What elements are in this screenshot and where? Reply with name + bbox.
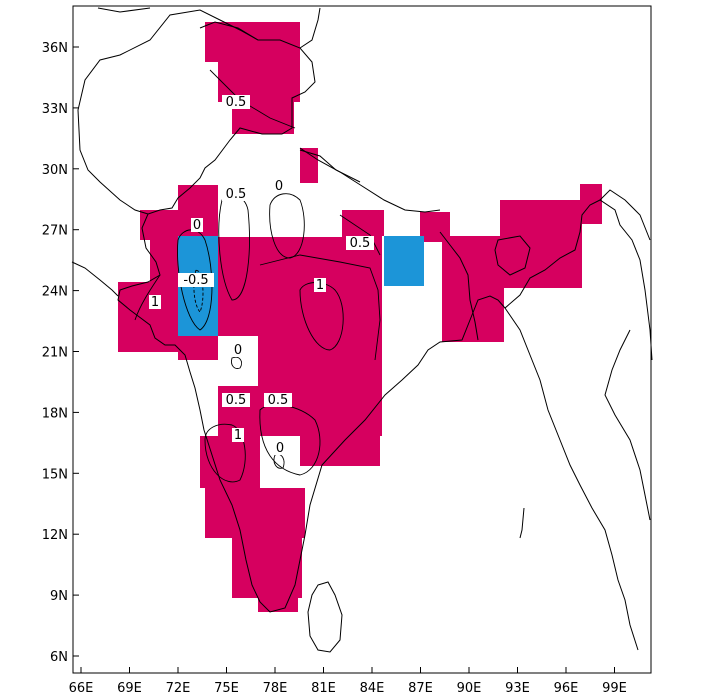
x-tick-label: 87E <box>408 681 433 696</box>
x-tick-label: 90E <box>457 681 482 696</box>
coastlines <box>71 7 653 653</box>
contour-label-background <box>222 187 250 201</box>
x-tick-label: 72E <box>166 681 191 696</box>
positive-cell <box>258 336 382 386</box>
contour-label: 1 <box>316 278 324 293</box>
contour-label-background <box>274 441 286 455</box>
positive-cell <box>200 436 260 488</box>
y-axis-ticks: 36N 33N 30N 27N 24N 21N 18N 15N 12N 9N 6N <box>42 41 79 665</box>
y-tick-label: 24N <box>42 285 68 300</box>
positive-cell <box>178 336 218 360</box>
contour-label-background <box>149 295 161 309</box>
positive-cell <box>260 236 342 286</box>
contour-label-background <box>232 343 244 357</box>
contour-label: 0.5 <box>226 187 247 202</box>
x-tick-label: 81E <box>311 681 336 696</box>
contour-label-background <box>232 428 244 442</box>
positive-cell <box>342 210 384 236</box>
contour-label: 0.5 <box>226 393 247 408</box>
y-tick-label: 15N <box>42 467 68 482</box>
positive-cell <box>300 436 380 466</box>
contour-label-background <box>191 218 203 232</box>
negative-cell <box>384 236 424 286</box>
positive-cell <box>150 235 178 295</box>
contour-label: -0.5 <box>183 273 208 288</box>
contour-label: 0 <box>193 218 201 233</box>
contour-label: 0.5 <box>226 95 247 110</box>
contour-label: 0 <box>276 441 284 456</box>
x-tick-label: 78E <box>263 681 288 696</box>
contour-labels: 0.5 0.5 0 0 0.5 1 -0.5 1 0 0.5 0.5 1 0 <box>149 95 374 456</box>
contour-label-background <box>178 273 214 287</box>
x-axis-ticks: 66E 69E 72E 75E 78E 81E 84E 87E 90E 93E 96E 99E <box>69 667 627 696</box>
positive-cell <box>205 488 305 538</box>
contour-label: 0.5 <box>268 393 289 408</box>
x-tick-label: 66E <box>69 681 94 696</box>
contour-label: 1 <box>151 295 159 310</box>
contour-label: 0.5 <box>350 236 371 251</box>
nonsignificant-cell <box>384 286 424 336</box>
nonsignificant-cell <box>260 185 342 237</box>
positive-cell <box>218 236 260 286</box>
positive-cell <box>500 200 582 288</box>
x-tick-label: 93E <box>505 681 530 696</box>
contour-label: 0 <box>234 343 242 358</box>
contour-label: 1 <box>234 428 242 443</box>
contour-label-background <box>314 278 326 292</box>
y-tick-label: 18N <box>42 406 68 421</box>
contour-label-background <box>222 393 250 407</box>
y-tick-label: 30N <box>42 163 68 178</box>
positive-cell <box>232 538 302 598</box>
contour-label-background <box>264 393 292 407</box>
contour-label-background <box>273 179 285 193</box>
positive-cell <box>442 236 504 342</box>
contour-label-background <box>346 236 374 250</box>
y-tick-label: 9N <box>50 589 68 604</box>
x-tick-label: 75E <box>214 681 239 696</box>
x-tick-label: 99E <box>602 681 627 696</box>
y-tick-label: 36N <box>42 41 68 56</box>
y-tick-label: 12N <box>42 528 68 543</box>
y-tick-label: 33N <box>42 102 68 117</box>
contour-label: 0 <box>275 179 283 194</box>
x-tick-label: 69E <box>117 681 142 696</box>
contour-label-background <box>222 95 250 109</box>
y-tick-label: 6N <box>50 650 68 665</box>
y-tick-label: 27N <box>42 224 68 239</box>
x-tick-label: 84E <box>360 681 385 696</box>
positive-cell <box>300 148 318 183</box>
x-tick-label: 96E <box>554 681 579 696</box>
y-tick-label: 21N <box>42 346 68 361</box>
axes: 66E 69E 72E 75E 78E 81E 84E 87E 90E 93E 96E 99E 36N… <box>42 5 652 696</box>
